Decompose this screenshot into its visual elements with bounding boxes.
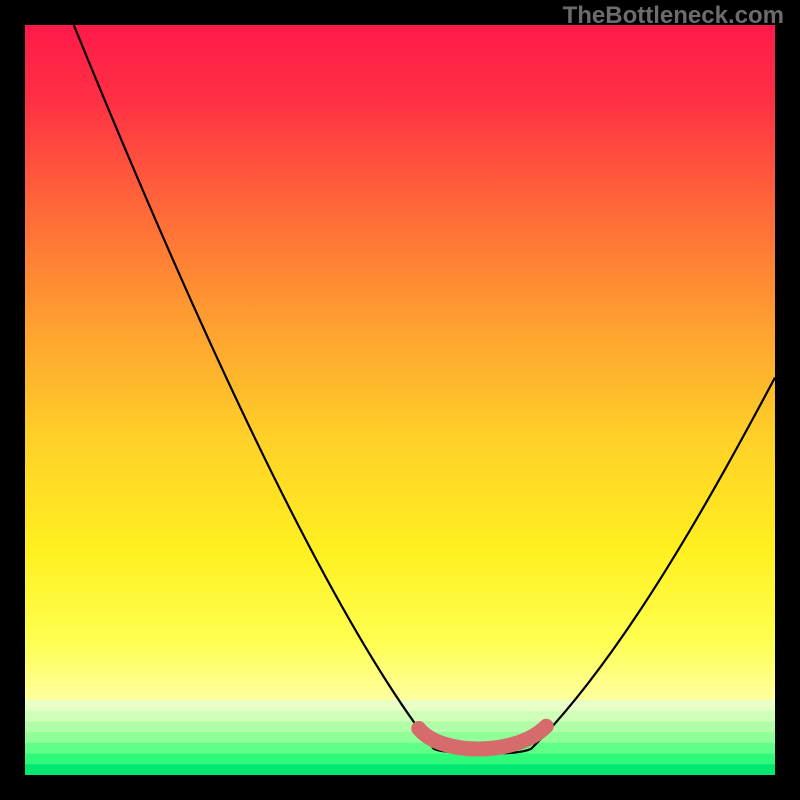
watermark-text: TheBottleneck.com (563, 2, 784, 30)
plot-area (25, 25, 775, 775)
plot-svg (25, 25, 775, 775)
gradient-background (25, 25, 775, 775)
green-band-strips (25, 700, 775, 775)
chart-container: TheBottleneck.com (0, 0, 800, 800)
